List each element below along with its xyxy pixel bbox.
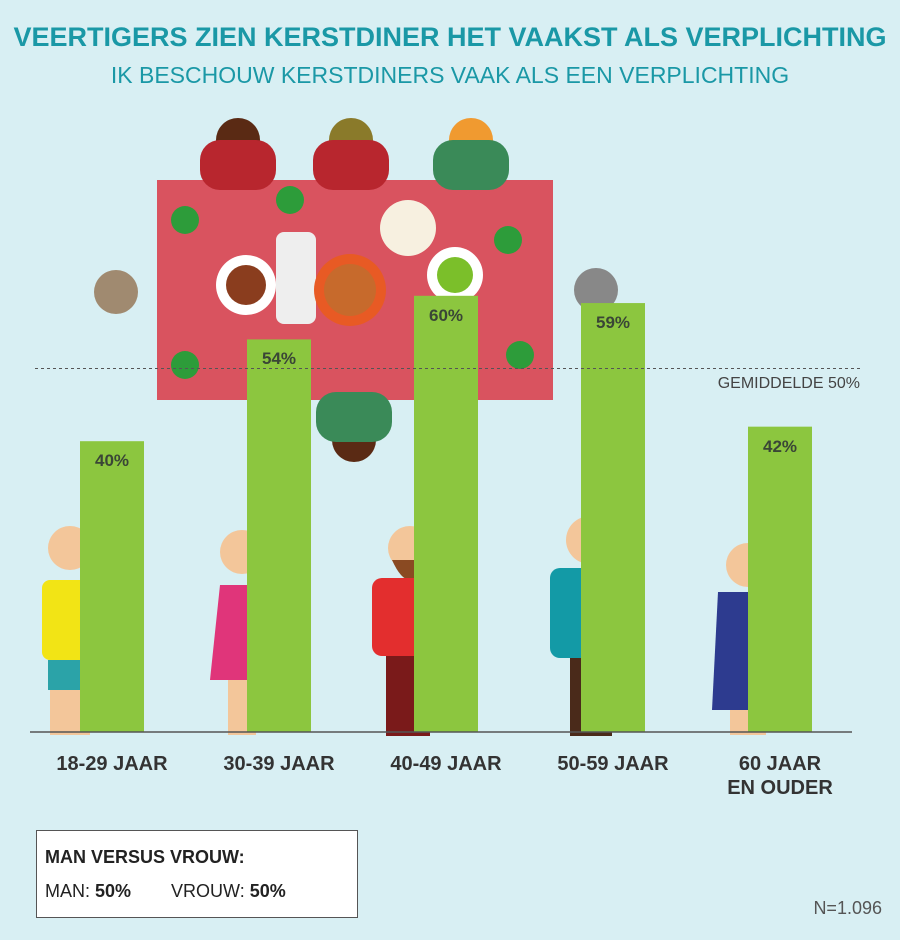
bar xyxy=(80,441,144,732)
bar xyxy=(247,339,311,732)
value-label: 54% xyxy=(261,349,297,369)
value-label: 60% xyxy=(428,305,464,325)
vrouw-value: 50% xyxy=(249,881,286,901)
vrouw-label: VROUW: xyxy=(171,881,245,901)
table-illustration xyxy=(94,118,618,462)
x-tick-label: 18-29 JAAR xyxy=(56,753,168,775)
chart-subtitle: IK BESCHOUW KERSTDINERS VAAK ALS EEN VER… xyxy=(110,62,790,88)
value-label: 40% xyxy=(94,451,130,471)
value-label: 59% xyxy=(595,313,631,333)
x-tick-label: 60 JAAR EN OUDER xyxy=(727,753,833,799)
people-illustration xyxy=(42,516,784,736)
man-value: 50% xyxy=(95,881,132,901)
value-label: 42% xyxy=(762,436,798,456)
x-tick-label: 50-59 JAAR xyxy=(557,753,669,775)
bar xyxy=(414,295,478,732)
gender-box: MAN VERSUS VROUW: MAN: 50% VROUW: 50% xyxy=(36,830,358,918)
man-label: MAN: xyxy=(45,881,90,901)
chart-title: VEERTIGERS ZIEN KERSTDINER HET VAAKST AL… xyxy=(13,22,887,52)
bar xyxy=(581,303,645,732)
x-tick-label: 30-39 JAAR xyxy=(223,753,335,775)
box-row: MAN: 50% VROUW: 50% xyxy=(45,881,286,902)
x-tick-label: 40-49 JAAR xyxy=(390,753,502,775)
average-label: GEMIDDELDE 50% xyxy=(717,375,860,392)
bar xyxy=(748,426,812,732)
sample-size: N=1.096 xyxy=(813,898,882,918)
box-title: MAN VERSUS VROUW: xyxy=(45,847,245,867)
